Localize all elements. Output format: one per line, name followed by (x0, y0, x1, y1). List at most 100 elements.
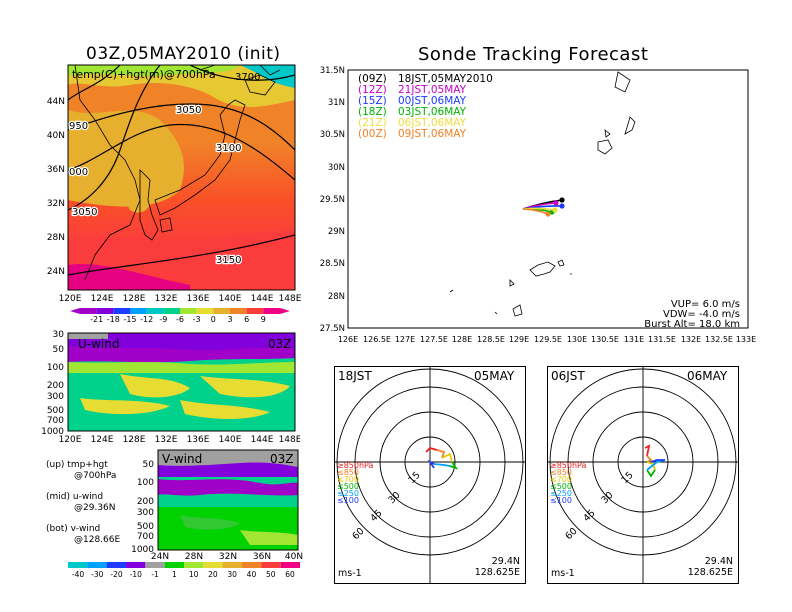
p-tick: 500 (137, 522, 154, 532)
track-endpoint (559, 197, 565, 203)
track-lat-tick: 31.5N (320, 66, 345, 76)
contour-label: 3150 (216, 255, 241, 266)
colorbar-cell (80, 308, 97, 314)
note-mid-2: @29.36N (74, 503, 116, 513)
colorbar-cell (263, 308, 280, 314)
hodo-trace (441, 452, 453, 463)
p-tick: 300 (137, 508, 154, 518)
track-lat-tick: 27.5N (320, 324, 345, 334)
hodo-trace (646, 455, 653, 463)
hodo-legend-item: ≤100 (550, 496, 572, 505)
p-tick: 200 (137, 497, 154, 507)
hodo-trace (433, 463, 451, 467)
track-lat-tick: 28N (328, 292, 345, 302)
track-lat-tick: 31N (328, 98, 345, 108)
lon-tick: 148E (279, 435, 300, 445)
hodo-date: 05MAY (474, 369, 515, 383)
lat-tick: 24N (151, 552, 169, 562)
colorbar-label: 10 (189, 570, 199, 579)
colorbar-cell (70, 308, 80, 314)
track-lon-tick: 126.5E (363, 335, 391, 344)
lat-tick: 40N (47, 131, 65, 141)
hodo-time: 18JST (338, 369, 372, 383)
lat-tick: 28N (47, 233, 65, 243)
colorbar-cell (213, 308, 230, 314)
colorbar-cell (87, 562, 107, 568)
track-lon-tick: 127.5E (420, 335, 448, 344)
hodo-trace (646, 469, 656, 478)
hodo-trace (646, 461, 656, 471)
track-lon-tick: 129E (509, 335, 529, 344)
lon-tick: 144E (251, 294, 274, 304)
lon-tick: 144E (251, 435, 274, 445)
lat-tick: 32N (47, 199, 65, 209)
lon-tick: 128E (123, 435, 146, 445)
track-lon-tick: 129.5E (534, 335, 562, 344)
hodo-legend-item: ≥850hPa (337, 461, 374, 470)
lon-tick: 140E (219, 435, 242, 445)
legend-code: (18Z) (358, 106, 387, 118)
hodo-lon: 128.625E (688, 567, 733, 578)
track-lon-tick: 131E (624, 335, 644, 344)
legend-code: (21Z) (358, 117, 387, 129)
hodo-trace (425, 446, 438, 453)
lon-tick: 132E (155, 435, 178, 445)
hodograph-right: 15 30 45 60 06JST 06MAY ms-1 29.4N 128.6… (547, 366, 739, 584)
legend-time: 09JST,06MAY (398, 128, 467, 140)
lon-tick: 124E (91, 435, 114, 445)
legend-time: 21JST,05MAY (398, 84, 467, 96)
lat-tick: 36N (253, 552, 271, 562)
p-tick: 1000 (131, 545, 154, 555)
lat-tick: 24N (47, 267, 65, 277)
colorbar-cell (126, 562, 146, 568)
colorbar-cell (184, 562, 204, 568)
hodo-time: 06JST (551, 369, 585, 383)
lat-tick: 28N (185, 552, 203, 562)
legend-code: (12Z) (358, 84, 387, 96)
track-lon-tick: 132E (681, 335, 701, 344)
contour-label: 950 (69, 121, 88, 132)
lon-tick: 136E (187, 294, 210, 304)
colorbar-label: -20 (110, 570, 122, 579)
hodo-legend-item: ≤850 (337, 468, 359, 477)
track-lon-tick: 130.5E (591, 335, 619, 344)
hodo-trace (436, 449, 446, 459)
colorbar-label: -1 (151, 570, 159, 579)
map-field-label: temp(C)+hgt(m)@700hPa (72, 68, 216, 81)
p-tick: 1000 (41, 427, 64, 437)
colorbar-label: 6 (244, 315, 249, 324)
colorbar-label: -18 (107, 315, 120, 324)
track-lon-tick: 132.5E (705, 335, 733, 344)
track-lat-tick: 30.5N (320, 130, 345, 140)
note-up-1: (up) tmp+hgt (46, 460, 108, 470)
v-wind-label: V-wind (162, 452, 202, 466)
hodo-legend-item: ≥850hPa (550, 461, 587, 470)
contour-label: 3100 (216, 143, 241, 154)
colorbar-label: -21 (90, 315, 103, 324)
lat-tick: 32N (219, 552, 237, 562)
track-lat-tick: 29N (328, 227, 345, 237)
colorbar-cell (180, 308, 197, 314)
colorbar-cell (106, 562, 126, 568)
legend-time: 06JST,06MAY (398, 117, 467, 129)
hodo-legend-item: ≤500 (550, 482, 572, 491)
colorbar-label: -3 (193, 315, 201, 324)
track-endpoint (552, 207, 558, 213)
hodo-legend-item: ≤500 (337, 482, 359, 491)
hodo-legend-item: ≤250 (550, 489, 572, 498)
colorbar-label: 1 (172, 570, 177, 579)
p-tick: 100 (137, 478, 154, 488)
v-wind-time: 03Z (270, 452, 294, 466)
hodo-legend-item: ≤100 (337, 496, 359, 505)
legend-time: 18JST,05MAY2010 (398, 73, 493, 85)
hodograph-left: 15 30 45 60 18JST 05MAY ms-1 29.4N 128.6… (334, 366, 526, 584)
colorbar-label: 0 (211, 315, 216, 324)
track-lon-tick: 130E (567, 335, 587, 344)
lat-tick: 36N (47, 165, 65, 175)
colorbar-label: -30 (91, 570, 103, 579)
p-tick: 30 (53, 330, 65, 340)
p-tick: 500 (47, 406, 64, 416)
lon-tick: 120E (59, 294, 82, 304)
colorbar-cell (242, 562, 262, 568)
colorbar-label: 20 (208, 570, 218, 579)
